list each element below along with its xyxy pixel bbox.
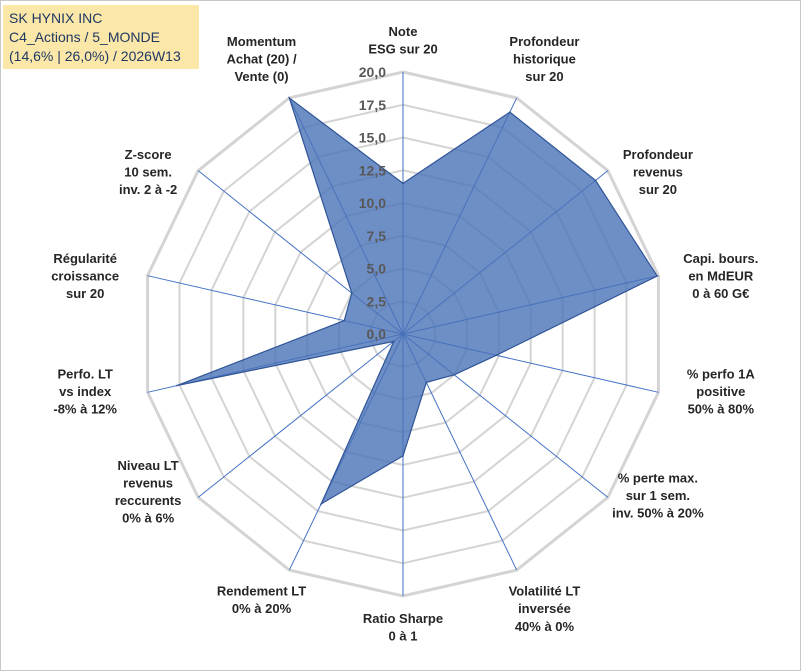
axis-label-line: 50% à 80% — [688, 402, 755, 417]
axis-label-line: Profondeur — [509, 34, 579, 49]
axis-label-line: Rendement LT — [217, 584, 306, 599]
axis-label-0: Note ESG sur 20 — [368, 24, 437, 57]
tick-label: 7,5 — [367, 228, 387, 244]
radar-series — [176, 96, 659, 506]
data-point-12 — [350, 292, 353, 294]
axis-label-7: Ratio Sharpe 0 à 1 — [363, 611, 443, 644]
data-point-7 — [402, 455, 404, 457]
axis-label-line: ESG sur 20 — [368, 42, 437, 57]
radar-axis-labels: Note ESG sur 20 Profondeur historique sur 20… — [51, 24, 758, 644]
axis-label-line: -8% à 12% — [53, 402, 117, 417]
axis-label-line: Ratio Sharpe — [363, 611, 443, 626]
data-point-13 — [288, 97, 291, 99]
axis-label-line: positive — [696, 384, 745, 399]
axis-label-line: reccurents — [115, 493, 181, 508]
axis-label-line: en MdEUR — [688, 269, 754, 284]
data-point-4 — [495, 354, 498, 357]
axis-label-line: Régularité — [53, 251, 117, 266]
axis-label-12: Z-score 10 sem. inv. 2 à -2 — [119, 147, 177, 197]
chart-title-box: SK HYNIX INC C4_Actions / 5_MONDE (14,6%… — [3, 5, 199, 69]
axis-label-line: Perfo. LT — [57, 366, 112, 381]
tick-label: 20,0 — [359, 64, 386, 80]
axis-label-line: croissance — [51, 269, 119, 284]
tick-label: 0,0 — [367, 326, 387, 342]
axis-label-line: 10 sem. — [124, 164, 172, 179]
axis-label-line: 0 à 60 G€ — [692, 286, 749, 301]
data-point-3 — [656, 275, 658, 277]
axis-label-line: Niveau LT — [118, 458, 179, 473]
axis-label-line: sur 20 — [639, 182, 677, 197]
axis-label-line: inv. 50% à 20% — [612, 506, 704, 521]
axis-label-13: Momentum Achat (20) / Vente (0) — [227, 34, 297, 84]
tick-label: 10,0 — [359, 195, 386, 211]
series-area-0 — [176, 96, 659, 506]
axis-label-3: Capi. bours. en MdEUR 0 à 60 G€ — [683, 251, 758, 301]
axis-label-line: Momentum — [227, 34, 296, 49]
spoke-9 — [197, 333, 404, 498]
data-point-1 — [509, 111, 511, 113]
axis-label-line: Achat (20) / — [227, 51, 297, 66]
axis-label-line: Profondeur — [623, 147, 693, 162]
axis-label-line: Note — [389, 24, 418, 39]
axis-label-line: Capi. bours. — [683, 251, 758, 266]
data-point-5 — [453, 374, 456, 376]
axis-label-line: sur 1 sem. — [626, 488, 690, 503]
axis-label-line: revenus — [633, 164, 683, 179]
axis-label-line: sur 20 — [525, 69, 563, 84]
tick-label: 2,5 — [367, 293, 387, 309]
axis-label-line: 0 à 1 — [389, 629, 418, 644]
axis-label-8: Rendement LT 0% à 20% — [217, 584, 306, 617]
axis-label-1: Profondeur historique sur 20 — [509, 34, 579, 84]
axis-label-line: 40% à 0% — [515, 619, 575, 634]
axis-label-10: Perfo. LT vs index -8% à 12% — [53, 366, 117, 416]
data-point-9 — [392, 340, 395, 343]
axis-label-line: % perfo 1A — [687, 366, 756, 381]
axis-label-5: % perte max. sur 1 sem. inv. 50% à 20% — [612, 471, 704, 521]
axis-label-line: Vente (0) — [234, 69, 288, 84]
tick-label: 17,5 — [359, 97, 386, 113]
axis-label-line: inversée — [518, 601, 571, 616]
axis-label-line: inv. 2 à -2 — [119, 182, 177, 197]
axis-label-4: % perfo 1A positive 50% à 80% — [687, 366, 756, 416]
axis-label-line: historique — [513, 51, 576, 66]
data-point-11 — [343, 319, 346, 322]
axis-label-6: Volatilité LT inversée 40% à 0% — [509, 584, 581, 634]
axis-label-9: Niveau LT revenus reccurents 0% à 6% — [115, 458, 181, 526]
data-point-0 — [402, 182, 404, 185]
axis-label-line: Z-score — [125, 147, 172, 162]
axis-label-line: % perte max. — [618, 471, 698, 486]
axis-label-2: Profondeur revenus sur 20 — [623, 147, 693, 197]
tick-label: 12,5 — [359, 162, 386, 178]
data-point-6 — [425, 381, 428, 384]
data-point-8 — [320, 503, 322, 505]
axis-label-line: 0% à 6% — [122, 511, 174, 526]
title-category: C4_Actions / 5_MONDE — [9, 29, 160, 45]
tick-label: 15,0 — [359, 130, 386, 146]
data-point-2 — [594, 179, 597, 182]
axis-label-11: Régularité croissance sur 20 — [51, 251, 119, 301]
data-point-10 — [176, 384, 178, 387]
axis-label-line: 0% à 20% — [232, 601, 292, 616]
tick-label: 5,0 — [367, 261, 387, 277]
axis-label-line: revenus — [123, 475, 173, 490]
axis-label-line: vs index — [59, 384, 112, 399]
axis-label-line: Volatilité LT — [509, 584, 581, 599]
title-company: SK HYNIX INC — [9, 10, 103, 26]
axis-label-line: sur 20 — [66, 286, 104, 301]
title-stats: (14,6% | 26,0%) / 2026W13 — [9, 48, 181, 64]
radar-tick-labels: 0,0 2,5 5,0 7,5 10,0 12,5 15,0 17,5 20,0 — [359, 64, 386, 342]
